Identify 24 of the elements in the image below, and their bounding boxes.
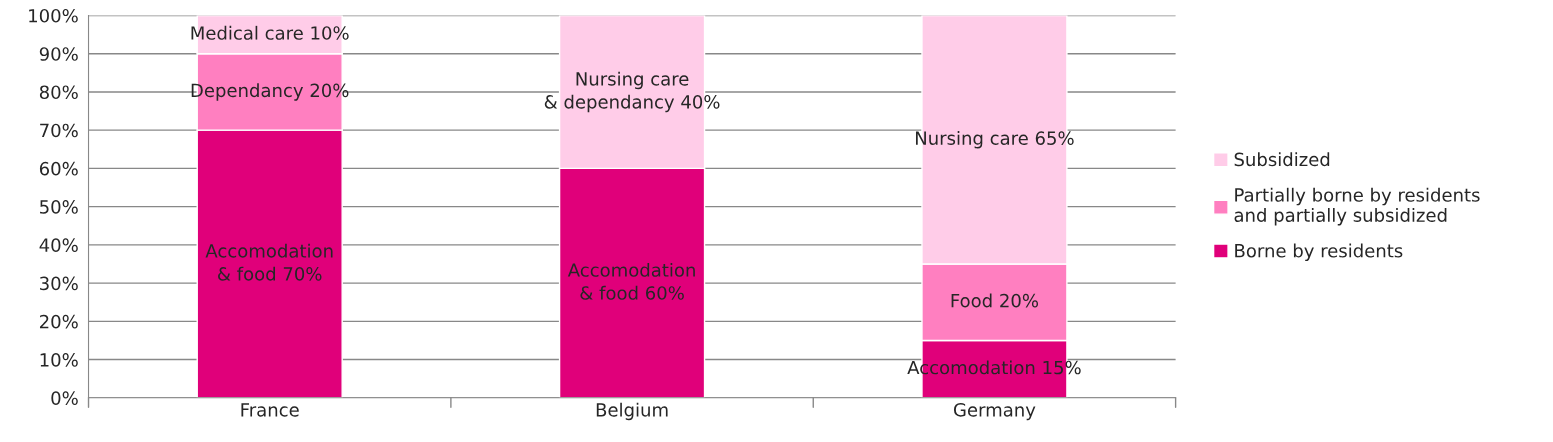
data-label: Accomodation & food 70% — [205, 243, 333, 281]
y-tick-label: 70% — [40, 123, 78, 138]
y-tick-label: 40% — [39, 238, 78, 252]
data-label: Nursing care & dependancy 40% — [544, 71, 720, 113]
y-tick-label: 10% — [40, 353, 78, 367]
data-label: Medical care 10% — [191, 25, 349, 40]
y-tick-label: 0% — [51, 391, 78, 405]
data-label: Nursing care 65% — [916, 130, 1074, 149]
x-tick-label: Belgium — [596, 402, 668, 421]
y-tick-label: 50% — [40, 200, 78, 214]
y-tick-label: 60% — [39, 161, 78, 176]
y-tick-label: 80% — [39, 85, 78, 100]
y-tick-label: 30% — [40, 276, 78, 291]
legend-label: Partially borne by residents and partially subsidized — [1234, 187, 1480, 226]
data-label: Food 20% — [951, 293, 1039, 308]
data-label: Dependancy 20% — [191, 83, 349, 101]
y-tick-label: 20% — [39, 314, 78, 329]
legend-label: Borne by residents — [1235, 243, 1403, 262]
data-label: Accomodation & food 60% — [567, 262, 695, 300]
legend-label: Subsidized — [1234, 152, 1330, 167]
x-tick-label: France — [241, 403, 299, 417]
x-tick-label: Germany — [953, 402, 1036, 421]
y-tick-label: 90% — [39, 47, 78, 61]
y-tick-label: 100% — [29, 8, 78, 23]
